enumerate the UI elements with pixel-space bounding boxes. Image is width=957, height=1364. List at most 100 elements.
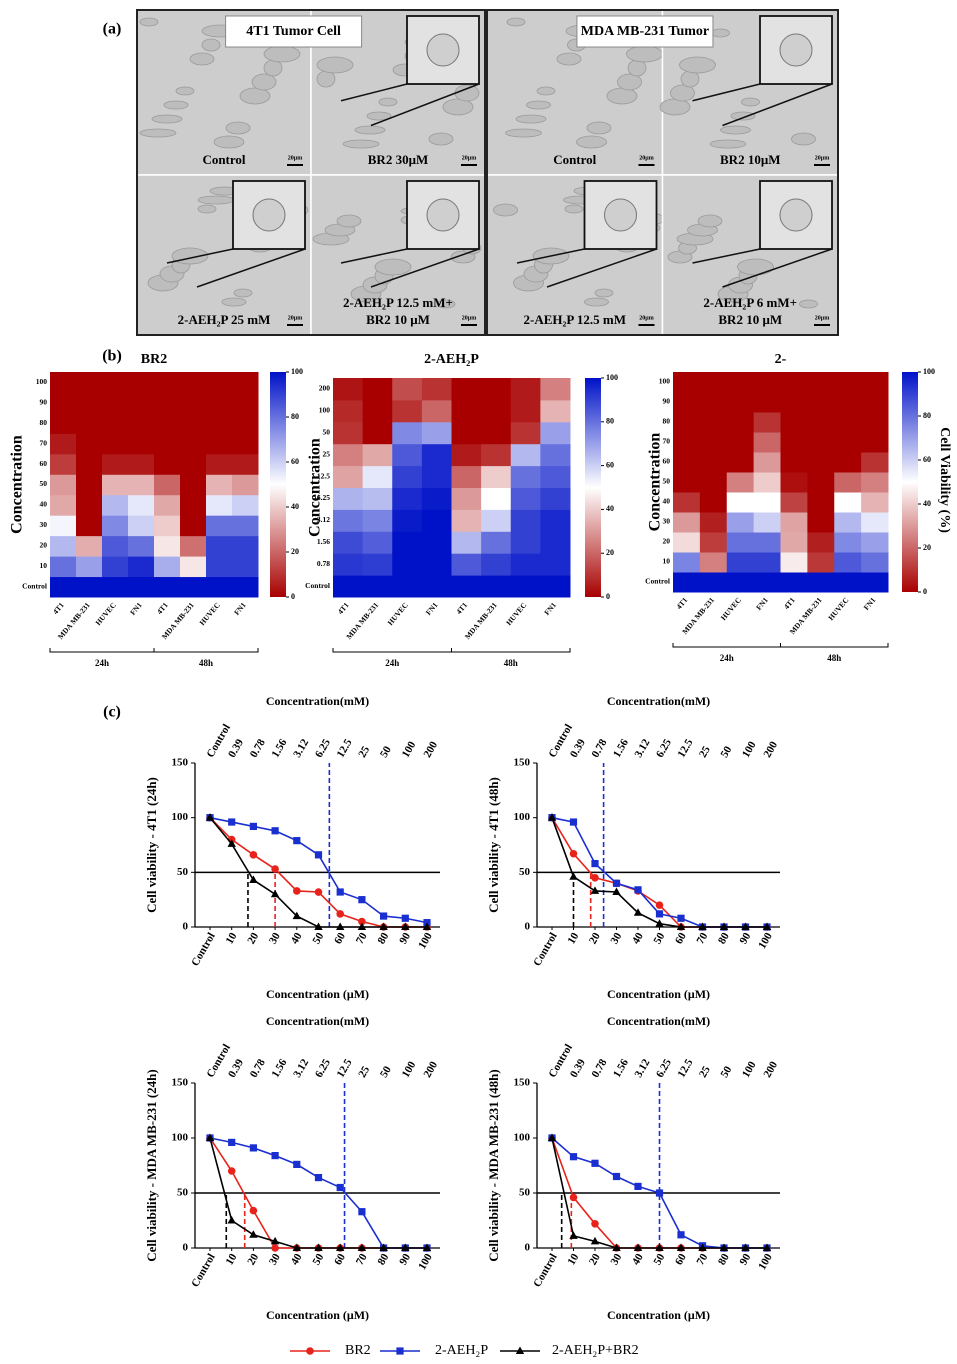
x-tick-label: 40: [630, 930, 646, 946]
heatmap-cell: [333, 531, 364, 554]
y-tick-label: 150: [172, 757, 189, 769]
point: [591, 1159, 599, 1167]
point: [271, 1152, 279, 1160]
heatmap-cell: [673, 432, 701, 453]
heatmap-cell: [362, 553, 393, 576]
heatmap-cell: [451, 553, 482, 576]
heatmap-cell: [154, 474, 181, 496]
heatmap-cell: [232, 576, 259, 598]
colorbar-tick-label: 60: [291, 457, 299, 466]
x-tick-label: 20: [245, 1251, 261, 1267]
point: [569, 818, 578, 826]
point: [336, 1243, 345, 1251]
top-tick-label: 1.56: [269, 1057, 289, 1080]
top-tick-label: 0.78: [589, 1057, 609, 1080]
heatmap-cell: [699, 372, 728, 393]
x-tick-label: 10: [565, 930, 581, 946]
heatmap-cell: [726, 512, 755, 533]
point: [655, 1189, 664, 1197]
colorbar-title: Cell Viability (%): [937, 427, 952, 533]
heatmap-cell: [834, 472, 862, 493]
y-tick-label: 0: [525, 1242, 531, 1254]
heatmap-cell: [451, 509, 482, 532]
heatmap-title: BR2: [141, 352, 167, 367]
column-label: HUVEC: [386, 601, 410, 628]
heatmap-cell: [753, 492, 781, 513]
inset-pointer: [340, 83, 408, 102]
y-tick-label: 150: [514, 757, 531, 769]
point: [547, 1133, 557, 1141]
point: [633, 908, 643, 916]
heatmap-cell: [540, 421, 571, 445]
group-bracket: [780, 643, 889, 648]
cell-shape: [505, 128, 542, 138]
heatmap-cell: [362, 399, 393, 423]
x-tick-label: 60: [673, 1251, 689, 1267]
heatmap-cell: [333, 378, 364, 401]
point: [569, 1231, 578, 1239]
heatmap-cell: [540, 465, 571, 488]
heatmap-cell: [726, 572, 755, 593]
colorbar-tick-label: 20: [291, 547, 299, 556]
legend-label: 2-AEH₂P: [435, 1343, 488, 1358]
x-tick-label: Control: [531, 1252, 560, 1290]
heatmap-cell: [180, 372, 207, 393]
row-label: 50: [323, 427, 331, 436]
column-label: 4T1: [454, 600, 469, 616]
heatmap-cell: [807, 432, 835, 453]
colorbar-tick-label: 40: [923, 499, 931, 508]
heatmap-cell: [540, 509, 571, 532]
scale-bar-label: 20μm: [639, 155, 653, 161]
heatmap-cell: [362, 421, 393, 445]
cell-shape: [741, 97, 760, 107]
row-label: 50: [663, 477, 671, 486]
point: [314, 888, 323, 896]
heatmap-cell: [780, 412, 808, 433]
heatmap-cell: [206, 433, 233, 455]
heatmap-cell: [333, 509, 364, 532]
x-tick-label: 10: [224, 930, 240, 946]
heatmap-cell: [834, 412, 862, 433]
heatmap-cell: [834, 452, 862, 473]
heatmap-cell: [206, 576, 233, 598]
scale-bar-label: 20μm: [815, 315, 829, 321]
point: [249, 1230, 258, 1238]
top-tick-label: 12.5: [675, 1057, 695, 1080]
scale-bar-label: 20μm: [288, 315, 302, 321]
heatmap-cell: [807, 512, 835, 533]
x-tick-label: 30: [608, 1251, 624, 1267]
top-tick-label: 100: [400, 739, 419, 760]
x-tick-label: 30: [267, 1251, 283, 1267]
colorbar-tick-label: 40: [606, 504, 614, 513]
cell-shape: [515, 114, 547, 124]
x-tick-label: 60: [673, 930, 689, 946]
y-tick-label: 0: [183, 1242, 189, 1254]
column-label: FN1: [862, 595, 878, 612]
cell-shape: [586, 121, 612, 135]
row-label: 70: [663, 437, 671, 446]
heatmap-cell: [76, 515, 103, 537]
x-tick-label: 80: [375, 930, 391, 946]
cell-shape: [378, 97, 398, 107]
row-label: 80: [40, 418, 48, 427]
row-label: 80: [663, 417, 671, 426]
point: [655, 910, 664, 918]
point: [422, 922, 432, 930]
top-tick-label: 0.78: [248, 737, 268, 760]
legend-label: 2-AEH₂P+BR2: [552, 1343, 639, 1358]
heatmap-cell: [421, 575, 452, 598]
heatmap-cell: [50, 576, 77, 598]
heatmap-cell: [232, 392, 259, 414]
y-axis-title: Cell viability - MDA MB-231 (24h): [144, 1069, 159, 1261]
top-tick-label: 25: [697, 744, 713, 760]
top-axis-title: Concentration(mM): [607, 694, 710, 708]
heatmap-cell: [807, 492, 835, 513]
heatmap-cell: [333, 487, 364, 510]
heatmap-cell: [232, 372, 259, 393]
point: [293, 1160, 301, 1168]
group-label: 48h: [504, 658, 518, 668]
heatmap-cell: [206, 515, 233, 537]
x-tick-label: 90: [737, 930, 753, 946]
point: [719, 1243, 729, 1251]
